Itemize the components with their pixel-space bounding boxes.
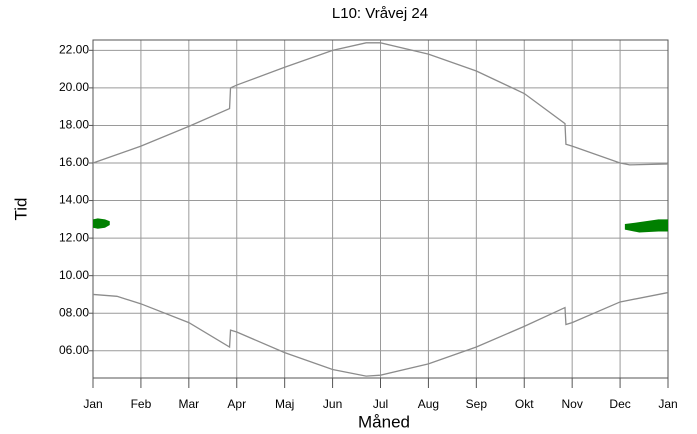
x-tick-label: Maj — [275, 397, 294, 411]
line — [92, 291, 669, 377]
x-tick-label: Okt — [515, 397, 534, 411]
y-tick-label: 06.00 — [59, 343, 89, 357]
x-tick-label: Dec — [609, 397, 630, 411]
line — [92, 42, 669, 166]
y-tick-label: 22.00 — [59, 42, 89, 56]
y-tick-label: 16.00 — [59, 155, 89, 169]
x-tick-label: Jan — [83, 397, 102, 411]
y-tick-label: 14.00 — [59, 193, 89, 207]
y-tick-label: 08.00 — [59, 305, 89, 319]
y-tick-label: 10.00 — [59, 268, 89, 282]
chart-title: L10: Vråvej 24 — [332, 5, 428, 22]
x-tick-label: Jul — [373, 397, 388, 411]
y-tick-label: 18.00 — [59, 118, 89, 132]
y-axis-label: Tid — [11, 198, 30, 221]
x-tick-label: Jan — [658, 397, 677, 411]
y-tick-label: 12.00 — [59, 230, 89, 244]
x-tick-label: Feb — [131, 397, 152, 411]
y-tick-label: 20.00 — [59, 80, 89, 94]
x-tick-label: Aug — [418, 397, 439, 411]
x-tick-label: Sep — [466, 397, 488, 411]
shadow-area — [93, 218, 110, 229]
plot-frame — [92, 39, 669, 379]
x-axis-label: Måned — [358, 412, 410, 431]
x-tick-label: Apr — [227, 397, 246, 411]
shadow-area — [624, 219, 668, 233]
x-tick-label: Nov — [561, 397, 582, 411]
x-tick-label: Jun — [323, 397, 342, 411]
x-tick-label: Mar — [178, 397, 199, 411]
